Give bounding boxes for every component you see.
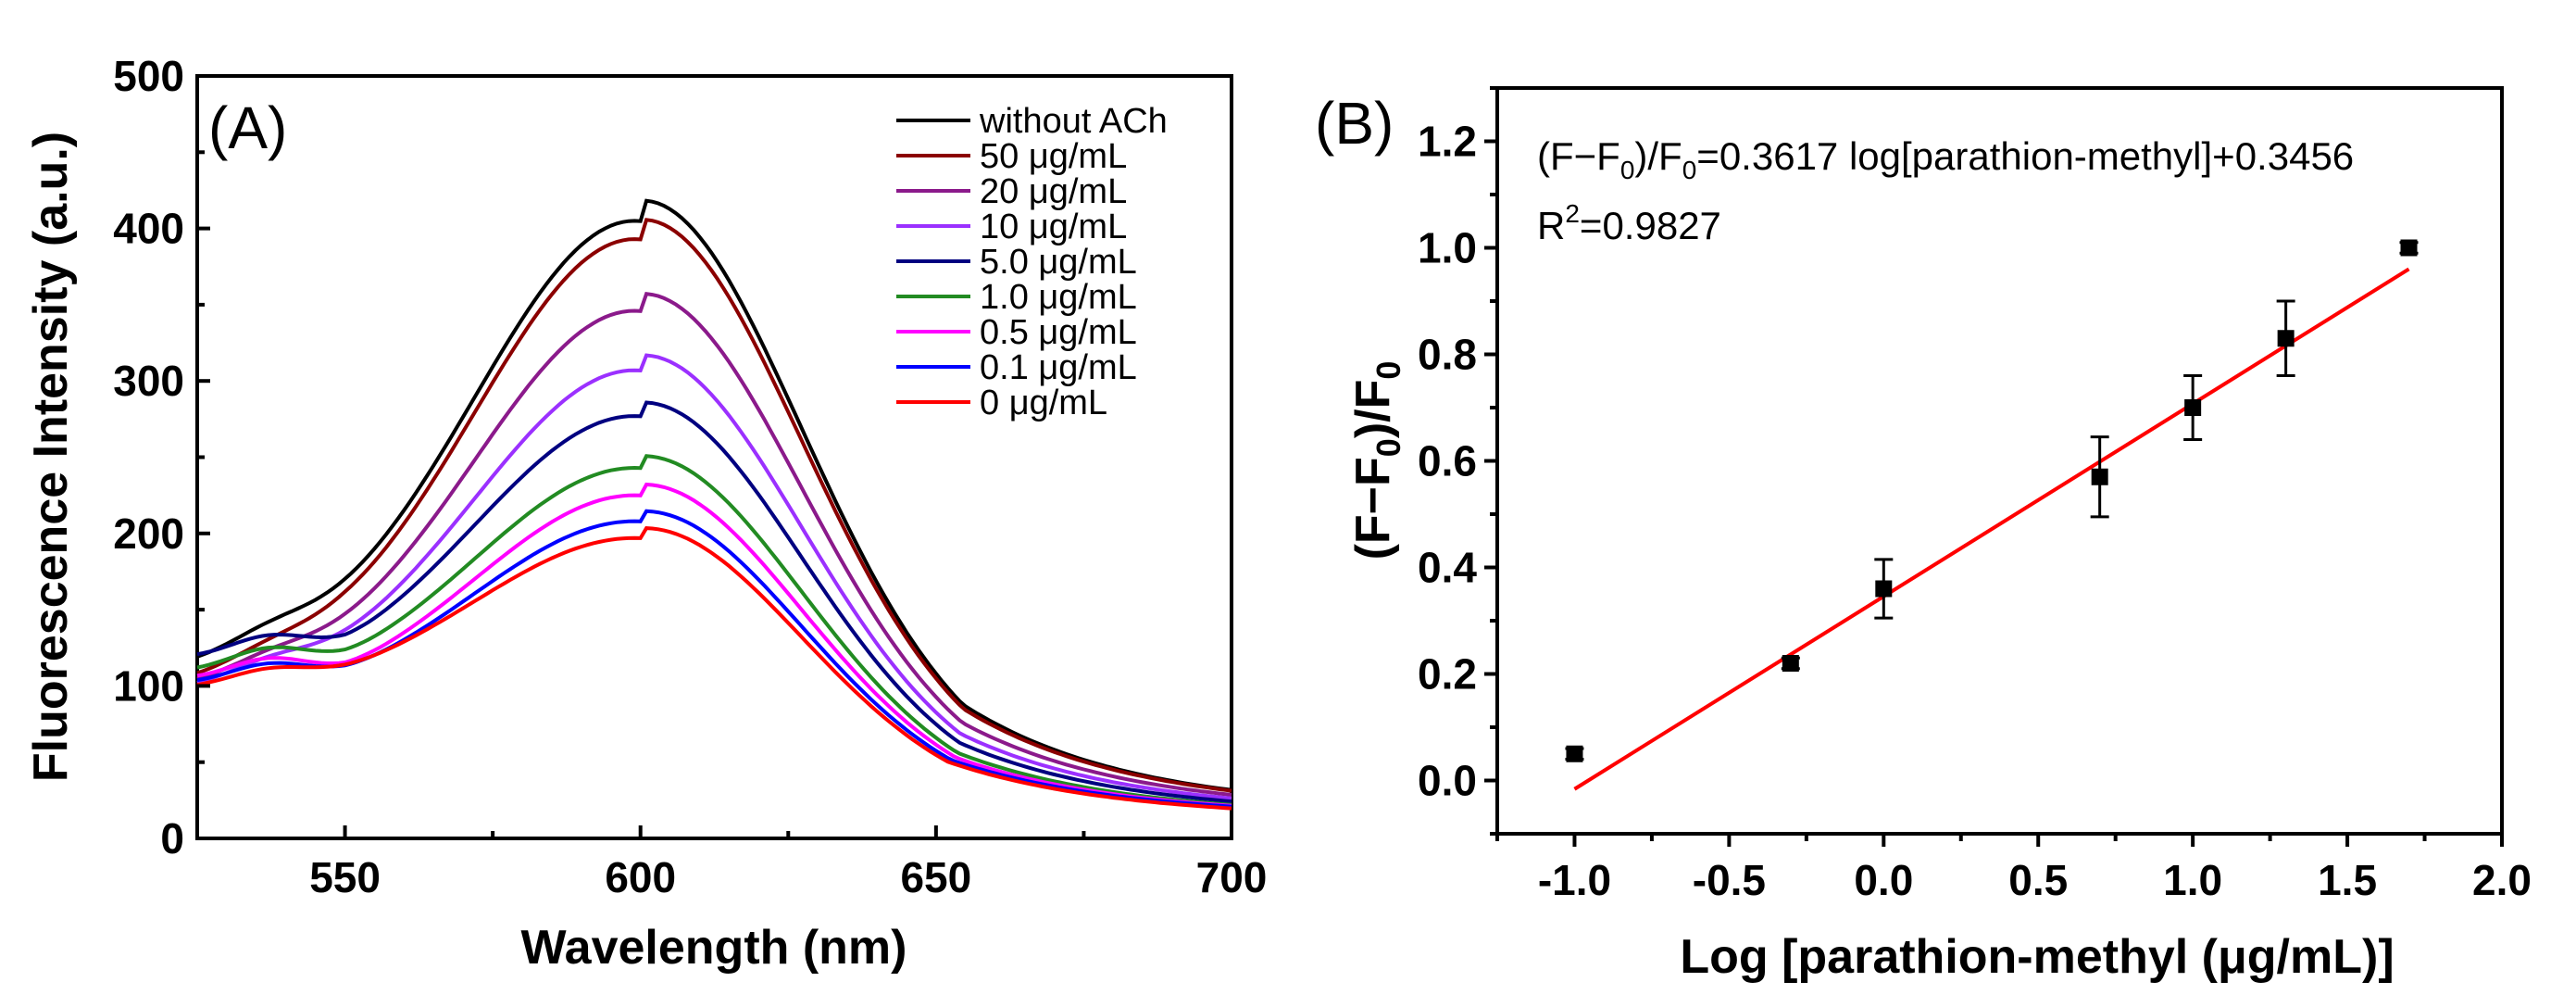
a-series-line-5 [196,454,1232,807]
r2-part-2: =0.9827 [1580,204,1721,247]
eq-sub-2: 0 [1682,156,1697,184]
b-xtick-label-5: 1.5 [2318,856,2377,904]
a-legend-label-8: 0 μg/mL [980,384,1107,422]
a-legend-label-7: 0.1 μg/mL [980,348,1137,387]
panel-b-points [1565,239,2419,762]
panel-a-ticks: 550 600 650 700 0 100 200 300 400 500 [113,52,1267,901]
eq-sub-1: 0 [1620,156,1635,184]
r2-sup: 2 [1565,199,1580,228]
a-series-line-1 [196,218,1232,793]
b-ytick-label-1: 0.2 [1418,650,1477,699]
eq-part-1: (F−F [1537,134,1620,178]
b-ylabel-main: (F−F [1346,457,1400,560]
b-xtick-label-4: 1.0 [2163,856,2222,904]
panel-a-chart: 550 600 650 700 0 100 200 300 400 500 without ACh… [24,52,1267,975]
a-legend-label-5: 1.0 μg/mL [980,278,1137,317]
a-xtick-label-0: 550 [309,853,381,901]
a-legend-label-1: 50 μg/mL [980,137,1127,176]
b-data-point-1 [1782,655,1799,672]
b-xtick-label-0: -1.0 [1538,856,1611,904]
eq-part-2: )/F [1634,134,1682,178]
a-series-line-8 [196,526,1232,811]
a-xtick-label-1: 600 [605,853,676,901]
a-ytick-label-3: 300 [113,357,184,405]
b-xtick-label-3: 0.5 [2008,856,2068,904]
a-ytick-label-0: 0 [160,814,184,862]
b-ytick-label-2: 0.4 [1418,544,1477,592]
panel-b-y-axis-title: (F−F0)/F0 [1346,361,1407,560]
b-xtick-label-1: -0.5 [1693,856,1766,904]
panel-b-x-axis-title: Log [parathion-methyl (μg/mL)] [1680,930,2394,984]
a-legend-label-3: 10 μg/mL [980,208,1127,246]
b-data-point-6 [2400,239,2418,257]
a-legend-label-0: without ACh [979,102,1168,141]
a-ytick-label-5: 500 [113,52,184,100]
a-series-line-2 [196,291,1232,797]
a-legend-label-6: 0.5 μg/mL [980,313,1137,352]
r2-part-1: R [1537,204,1565,247]
b-xtick-label-2: 0.0 [1854,856,1913,904]
b-xtick-label-6: 2.0 [2472,856,2532,904]
panel-b-fit-line [1573,267,2410,791]
b-data-point-3 [2091,468,2108,485]
b-ytick-label-5: 1.0 [1418,224,1477,272]
a-series-line-3 [196,353,1232,800]
b-ylabel-mid: )/F [1346,380,1400,439]
a-legend-label-2: 20 μg/mL [980,172,1127,211]
eq-part-3: =0.3617 log[parathion-methyl]+0.3456 [1696,134,2354,178]
b-ytick-label-0: 0.0 [1418,757,1477,805]
b-ytick-label-3: 0.6 [1418,437,1477,485]
a-series-line-6 [196,482,1232,808]
b-ylabel-sub: 0 [1369,438,1407,457]
a-series-line-0 [196,198,1232,792]
a-xtick-label-3: 700 [1196,853,1268,901]
b-data-point-0 [1566,745,1583,762]
panel-b-label: (B) [1315,90,1394,157]
panel-a-label: (A) [208,94,287,161]
a-legend-label-4: 5.0 μg/mL [980,243,1137,282]
b-ytick-label-4: 0.8 [1418,331,1477,379]
a-ytick-label-2: 200 [113,510,184,558]
b-ytick-label-6: 1.2 [1418,118,1477,166]
panel-a-y-axis-title: Fluorescence Intensity (a.u.) [24,132,78,782]
panel-a-series-group [196,198,1232,811]
a-ytick-label-4: 400 [113,205,184,253]
b-data-point-5 [2277,330,2295,347]
panel-b-chart: -1.0 -0.5 0.0 0.5 1.0 1.5 2.0 0.0 0.2 0.4 0.6 0.8 1.… [1315,86,2532,984]
panel-b-plot-frame [1495,86,2504,836]
panel-a-x-axis-title: Wavelength (nm) [521,921,907,975]
panel-b-equation: (F−F0)/F0=0.3617 log[parathion-methyl]+0… [1537,134,2354,184]
b-data-point-2 [1875,580,1893,598]
panel-b-r-squared: R2=0.9827 [1537,199,1721,247]
a-series-line-4 [196,400,1232,804]
b-data-point-4 [2184,399,2202,416]
a-ytick-label-1: 100 [113,661,184,710]
panel-b-ticks: -1.0 -0.5 0.0 0.5 1.0 1.5 2.0 0.0 0.2 0.4 0.6 0.8 1.… [1418,86,2532,904]
a-xtick-label-2: 650 [900,853,971,901]
b-ylabel-sub2: 0 [1369,361,1407,380]
